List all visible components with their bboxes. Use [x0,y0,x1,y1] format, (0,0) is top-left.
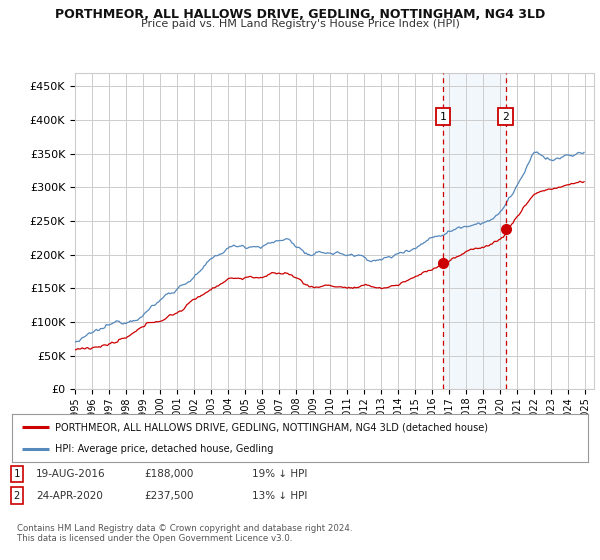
Text: PORTHMEOR, ALL HALLOWS DRIVE, GEDLING, NOTTINGHAM, NG4 3LD: PORTHMEOR, ALL HALLOWS DRIVE, GEDLING, N… [55,8,545,21]
Text: 19% ↓ HPI: 19% ↓ HPI [252,469,307,479]
Bar [443,73,506,389]
Text: 13% ↓ HPI: 13% ↓ HPI [252,491,307,501]
Text: £237,500: £237,500 [144,491,193,501]
Text: 19-AUG-2016: 19-AUG-2016 [36,469,106,479]
Text: 2: 2 [14,491,20,501]
Text: Price paid vs. HM Land Registry's House Price Index (HPI): Price paid vs. HM Land Registry's House … [140,19,460,29]
Text: 2: 2 [502,111,509,122]
Text: £188,000: £188,000 [144,469,193,479]
Text: Contains HM Land Registry data © Crown copyright and database right 2024.
This d: Contains HM Land Registry data © Crown c… [17,524,352,543]
Text: 1: 1 [14,469,20,479]
Text: 24-APR-2020: 24-APR-2020 [36,491,103,501]
Text: PORTHMEOR, ALL HALLOWS DRIVE, GEDLING, NOTTINGHAM, NG4 3LD (detached house): PORTHMEOR, ALL HALLOWS DRIVE, GEDLING, N… [55,422,488,432]
Text: 1: 1 [440,111,446,122]
Text: HPI: Average price, detached house, Gedling: HPI: Average price, detached house, Gedl… [55,444,274,454]
